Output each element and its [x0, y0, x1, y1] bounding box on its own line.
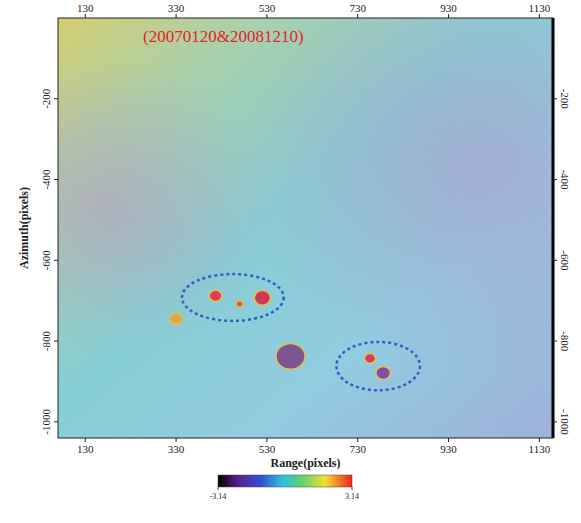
- colorbar: [218, 475, 352, 487]
- chart: 130 130 330 330 530 530 730 730 930 930 1130 1130 -2…: [0, 0, 581, 523]
- y-tick: [54, 179, 58, 180]
- x-tick-label: 730: [349, 443, 366, 455]
- y-tick-label: -600: [40, 250, 52, 271]
- y-tick: [54, 260, 58, 261]
- deformation-spot: [236, 301, 243, 307]
- y-tick: [54, 421, 58, 422]
- x-tick: [448, 14, 449, 18]
- x-tick: [357, 438, 358, 442]
- y-tick: [553, 421, 557, 422]
- x-tick-label: 530: [259, 2, 276, 14]
- colorbar-tick: [218, 487, 219, 490]
- y-tick: [553, 341, 557, 342]
- x-tick-label: 130: [77, 2, 94, 14]
- y-tick: [553, 98, 557, 99]
- y-tick-label: -600: [559, 250, 571, 271]
- y-tick: [553, 260, 557, 261]
- y-tick: [54, 98, 58, 99]
- phase-zone: [58, 18, 553, 438]
- y-tick-label: -400: [559, 169, 571, 190]
- x-tick-label: 330: [168, 443, 185, 455]
- deformation-spot: [209, 290, 222, 301]
- y-axis-title: Azimuth(pixels): [17, 187, 31, 269]
- y-tick-label: -200: [40, 88, 52, 109]
- y-tick-label: -400: [40, 169, 52, 190]
- y-tick-label: -1000: [559, 409, 571, 435]
- x-tick: [357, 14, 358, 18]
- x-tick: [266, 438, 267, 442]
- y-tick: [553, 179, 557, 180]
- x-tick-label: 730: [349, 2, 366, 14]
- x-tick-label: 530: [259, 443, 276, 455]
- colorbar-tick-label: 3.14: [345, 492, 359, 501]
- x-tick: [266, 14, 267, 18]
- deformation-spot: [365, 354, 376, 364]
- x-tick: [448, 438, 449, 442]
- frame-edge: [552, 18, 555, 438]
- y-tick-label: -800: [559, 331, 571, 352]
- x-tick-label: 1130: [529, 2, 551, 14]
- colorbar-tick: [352, 487, 353, 490]
- x-tick-label: 130: [77, 443, 94, 455]
- interferogram: [58, 18, 553, 438]
- y-tick-label: -1000: [40, 409, 52, 435]
- deformation-spot: [376, 367, 391, 380]
- x-tick-label: 930: [440, 443, 457, 455]
- x-tick-label: 1130: [529, 443, 551, 455]
- highlight-ellipse: [336, 342, 420, 390]
- y-tick-label: -200: [559, 89, 571, 110]
- x-tick-label: 330: [168, 2, 185, 14]
- frame: [58, 18, 553, 438]
- x-tick: [85, 14, 86, 18]
- x-tick: [539, 438, 540, 442]
- deformation-spot: [170, 313, 183, 324]
- x-tick: [176, 438, 177, 442]
- highlight-ellipse: [182, 274, 284, 321]
- speckle: [58, 18, 553, 438]
- colorbar-tick-label: -3.14: [210, 492, 227, 501]
- x-tick-label: 930: [440, 2, 457, 14]
- deformation-spot: [276, 344, 305, 370]
- y-tick: [54, 341, 58, 342]
- x-tick: [85, 438, 86, 442]
- x-tick: [176, 14, 177, 18]
- y-tick-label: -800: [40, 330, 52, 351]
- plot-area: [58, 18, 553, 438]
- x-tick: [539, 14, 540, 18]
- title: (20070120&20081210): [143, 27, 304, 46]
- deformation-spot: [254, 291, 270, 306]
- x-axis-title: Range(pixels): [271, 456, 341, 470]
- phase-zone: [58, 18, 553, 438]
